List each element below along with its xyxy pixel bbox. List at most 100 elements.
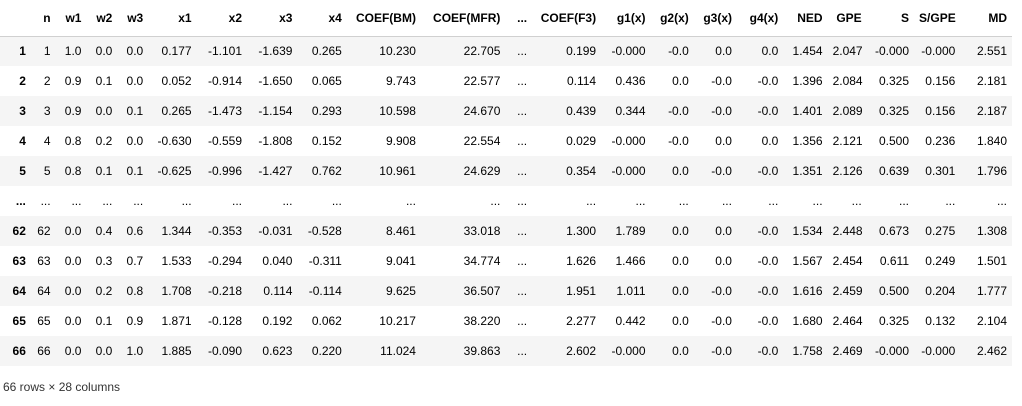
table-cell: 0.4 bbox=[95, 224, 113, 238]
table-cell: -0.0 bbox=[668, 104, 689, 118]
table-cell: -0.311 bbox=[308, 254, 342, 268]
table-cell: ... bbox=[517, 254, 528, 268]
table-cell: -0.000 bbox=[874, 344, 910, 358]
table-cell: ... bbox=[517, 344, 528, 358]
table-cell: -0.000 bbox=[921, 44, 956, 59]
table-cell: 0.114 bbox=[263, 284, 293, 298]
table-cell: 0.220 bbox=[311, 344, 342, 358]
index-header bbox=[0, 0, 31, 37]
table-cell: 0.0 bbox=[761, 134, 779, 148]
table-cell: 0.500 bbox=[878, 284, 910, 298]
table-cell: ... bbox=[405, 194, 416, 208]
table-cell: 1.533 bbox=[161, 254, 192, 268]
table-cell: 0.0 bbox=[95, 44, 113, 59]
table-cell: 0.275 bbox=[925, 224, 956, 238]
table-cell: 2.181 bbox=[976, 74, 1007, 88]
row-index-cell: 66 bbox=[12, 344, 26, 358]
table-cell: ... bbox=[71, 194, 82, 208]
table-cell: 1.796 bbox=[976, 164, 1007, 178]
table-cell: 0.439 bbox=[566, 104, 597, 118]
table-cell: -0.031 bbox=[258, 224, 293, 238]
table-cell: 1.680 bbox=[792, 314, 823, 328]
table-cell: 0.325 bbox=[878, 74, 910, 88]
table-cell: -0.000 bbox=[611, 44, 646, 59]
column-header: g4(x) bbox=[736, 0, 784, 37]
table-cell: 9.625 bbox=[385, 284, 416, 298]
table-cell: 0.0 bbox=[715, 44, 732, 59]
table-cell: ... bbox=[517, 224, 528, 238]
table-cell: 1.300 bbox=[566, 224, 597, 238]
row-index-cell: ... bbox=[15, 194, 26, 208]
table-cell: 2.462 bbox=[976, 344, 1007, 358]
table-cell: 0.236 bbox=[925, 134, 956, 148]
table-cell: 0.0 bbox=[126, 74, 144, 88]
row-index-cell: 5 bbox=[19, 164, 26, 178]
header-row: n w1 w2 w3 x1 x2 x3 x4 COEF(BM) COEF(MFR)... COEF(… bbox=[0, 0, 1012, 37]
table-cell: 0.2 bbox=[95, 134, 113, 148]
table-cell: 0.0 bbox=[64, 284, 82, 298]
table-cell: 34.774 bbox=[463, 254, 501, 268]
table-cell: 0.9 bbox=[126, 314, 144, 328]
table-cell: -0.0 bbox=[711, 284, 732, 298]
table-cell: 0.029 bbox=[566, 134, 597, 148]
table-cell: 0.062 bbox=[311, 314, 342, 328]
table-cell: 2.084 bbox=[832, 74, 863, 88]
table-cell: 38.220 bbox=[463, 314, 501, 328]
table-cell: 1.567 bbox=[792, 254, 823, 268]
table-cell: ... bbox=[102, 194, 113, 208]
table-cell: 0.156 bbox=[925, 74, 956, 88]
column-header: COEF(MFR) bbox=[420, 0, 506, 37]
table-cell: 1.356 bbox=[792, 134, 823, 148]
table-cell: 2.464 bbox=[832, 314, 863, 328]
table-cell: -0.000 bbox=[611, 134, 646, 148]
table-cell: 0.639 bbox=[878, 164, 910, 178]
table-cell: 0.0 bbox=[672, 344, 689, 358]
table-cell: 22.554 bbox=[463, 134, 501, 148]
table-cell: ... bbox=[331, 194, 342, 208]
table-cell: 0.301 bbox=[925, 164, 956, 178]
table-cell: -0.000 bbox=[611, 344, 646, 358]
table-cell: 5 bbox=[43, 164, 51, 178]
table-cell: -0.0 bbox=[711, 314, 732, 328]
table-cell: ... bbox=[517, 284, 528, 298]
column-header: S/GPE bbox=[914, 0, 961, 37]
table-cell: ... bbox=[812, 194, 823, 208]
table-cell: -0.996 bbox=[207, 164, 243, 178]
table-cell: 1.885 bbox=[161, 344, 192, 358]
table-cell: -1.154 bbox=[258, 104, 293, 118]
table-cell: 2.277 bbox=[566, 314, 597, 328]
row-index-cell: 62 bbox=[12, 224, 26, 238]
table-cell: 1.401 bbox=[792, 104, 823, 118]
table-cell: -0.0 bbox=[711, 344, 732, 358]
table-cell: ... bbox=[133, 194, 144, 208]
column-header: x3 bbox=[247, 0, 298, 37]
table-cell: 0.177 bbox=[161, 44, 192, 59]
table-cell: 0.0 bbox=[715, 224, 732, 238]
table-cell: 0.354 bbox=[566, 164, 597, 178]
table-cell: 0.6 bbox=[126, 224, 144, 238]
table-cell: 0.8 bbox=[64, 164, 82, 178]
table-row: 4 4 0.8 0.2 0.0 -0.630 -0.559 -1.808 0.152 9.908 2… bbox=[0, 126, 1012, 156]
table-cell: ... bbox=[721, 194, 732, 208]
table-cell: -0.0 bbox=[711, 164, 732, 178]
table-cell: ... bbox=[181, 194, 192, 208]
table-cell: 0.0 bbox=[64, 344, 82, 358]
table-cell: 0.1 bbox=[126, 164, 144, 178]
table-cell: 0.132 bbox=[925, 314, 956, 328]
table-cell: ... bbox=[945, 194, 956, 208]
table-cell: 1.758 bbox=[792, 344, 823, 358]
table-cell: ... bbox=[851, 194, 862, 208]
table-cell: 24.670 bbox=[463, 104, 501, 118]
column-header: g2(x) bbox=[650, 0, 694, 37]
table-cell: ... bbox=[899, 194, 910, 208]
table-cell: ... bbox=[586, 194, 597, 208]
table-cell: 10.230 bbox=[379, 44, 416, 59]
column-header: w3 bbox=[117, 0, 149, 37]
table-cell: -1.427 bbox=[258, 164, 293, 178]
table-cell: -0.0 bbox=[757, 344, 779, 358]
table-cell: 66 bbox=[37, 344, 51, 358]
table-row: 63 63 0.0 0.3 0.7 1.533 -0.294 0.040 -0.311 9.041… bbox=[0, 246, 1012, 276]
table-cell: 2.459 bbox=[832, 284, 863, 298]
table-cell: 1.708 bbox=[161, 284, 192, 298]
